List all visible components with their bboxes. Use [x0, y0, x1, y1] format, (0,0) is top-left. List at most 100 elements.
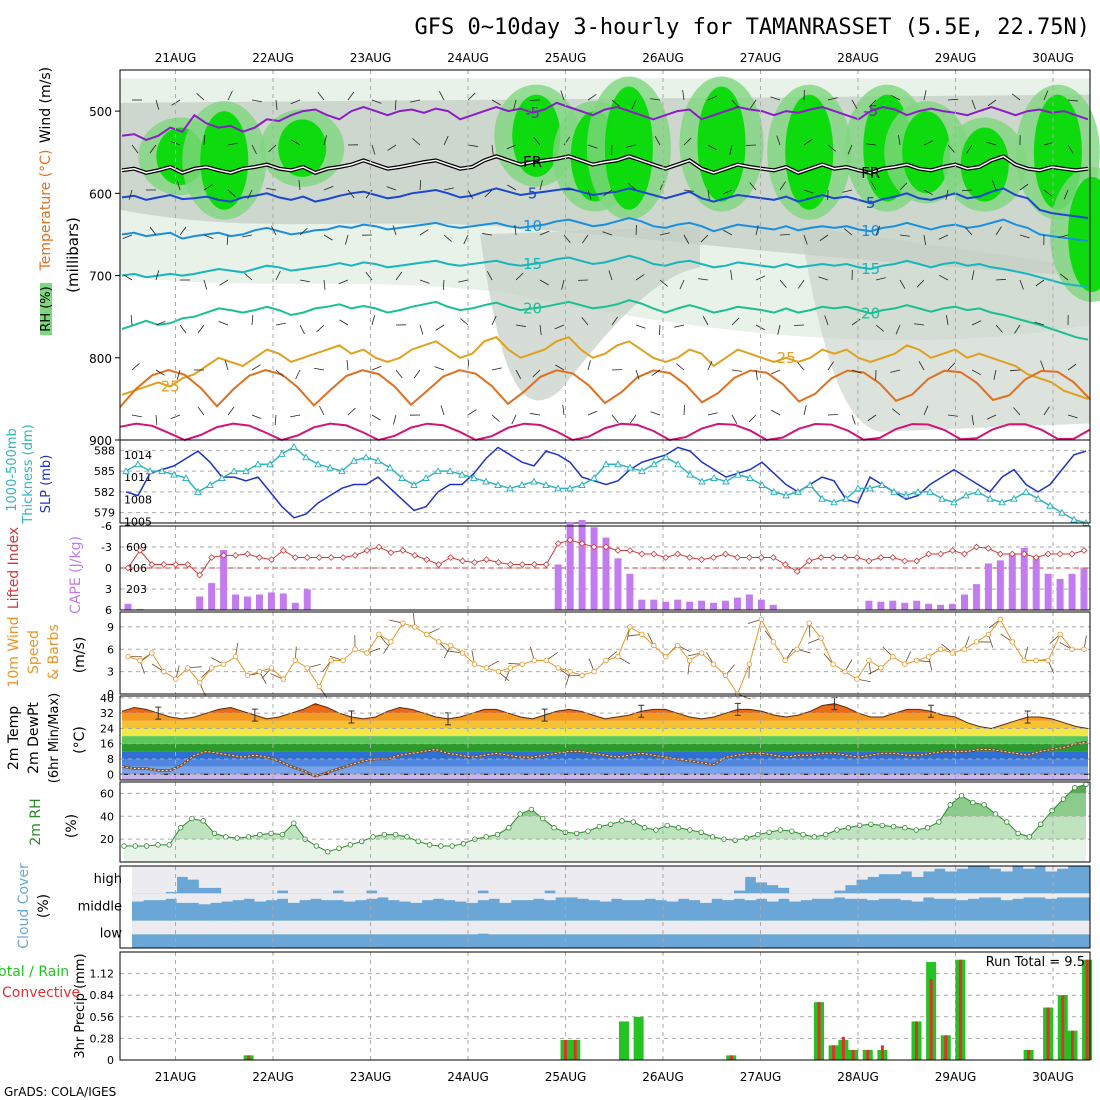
date-label-bottom-21AUG: 21AUG	[155, 1070, 197, 1084]
wind-barb-upper	[755, 225, 759, 236]
cape-bar-52	[745, 594, 753, 610]
wind-marker-60	[842, 668, 848, 675]
wind-barb-upper	[890, 369, 901, 373]
cloud-gap-high-28	[443, 866, 456, 894]
thickness-marker-8	[218, 473, 226, 482]
temp-band-9	[122, 713, 1088, 721]
wind-barb-upper	[419, 279, 430, 284]
temp-whisker-35	[541, 708, 548, 722]
wind-barb-upper	[842, 189, 853, 193]
rh2m-marker-23	[381, 831, 388, 838]
wind-barb-upper	[1040, 360, 1045, 371]
wind-marker-57	[806, 620, 812, 626]
cloud-gap-middle-27	[432, 893, 445, 899]
wind-barb-upper	[419, 229, 429, 236]
wind-barb-upper	[1058, 234, 1069, 238]
cloud-gap-middle-61	[811, 893, 824, 899]
lifted-marker-46	[674, 550, 682, 558]
rh2m-marker-35	[517, 811, 523, 817]
rh2m-marker-77	[992, 811, 999, 817]
cloud-gap-high-17	[321, 866, 334, 894]
wind-barb-upper	[317, 91, 325, 101]
thickness-marker-76	[1034, 494, 1042, 502]
wind-barb-upper	[587, 410, 598, 416]
rh-blob-inner-6	[604, 86, 653, 210]
precip-conv-bar-18	[1061, 995, 1065, 1060]
wind-barb-upper	[851, 99, 858, 109]
cloud-gap-middle-24	[399, 893, 411, 902]
cloud-gap-middle-83	[1056, 893, 1069, 898]
wind-barb-upper	[866, 143, 877, 146]
precip-legend-total: Total / Rain	[0, 964, 69, 980]
wind-barb-upper	[314, 367, 325, 371]
cloud-gap-high-22	[377, 866, 389, 894]
cloud-gap-middle-64	[844, 893, 857, 899]
cloud-gap-low-51	[700, 920, 712, 935]
wind-barb-upper	[971, 320, 982, 326]
cloud-gap-high-13	[276, 866, 289, 891]
rh-axis-label: RH (%)	[39, 286, 54, 331]
wind-barb-upper	[890, 94, 901, 101]
lifted-marker-64	[889, 554, 897, 561]
thickness-marker-61	[854, 484, 862, 492]
lifted-marker-20	[363, 547, 371, 554]
temp-tick-40: 40	[100, 692, 114, 705]
wind-marker-39	[591, 668, 597, 675]
thickness-marker-54	[770, 487, 778, 495]
wind-barb-upper	[918, 361, 925, 371]
precip-conv-bar-14	[944, 1035, 948, 1060]
wind-marker-47	[686, 657, 693, 664]
cloud-gap-high-77	[989, 866, 1002, 869]
wind-barb-upper	[745, 144, 757, 146]
wind-barb-upper	[290, 414, 301, 418]
thickness-marker-7	[206, 480, 214, 488]
chart-layers: 21AUG 21AUG 22AUG 22AUG 23AUG 23AUG 24AUG 24AUG…	[0, 51, 1100, 1084]
wind-barb-upper	[659, 324, 661, 336]
rh2m-marker-30	[460, 841, 467, 847]
rh-legend-swatch	[40, 283, 52, 335]
cloud-gap-low-14	[287, 920, 300, 935]
cloud-gap-high-34	[510, 866, 523, 894]
cloud-gap-middle-71	[922, 893, 935, 898]
wind-barb-upper	[219, 279, 229, 286]
lifted-marker-6	[196, 571, 204, 579]
cloud-gap-low-56	[755, 920, 768, 935]
wind-barb-upper	[438, 90, 445, 101]
rh2m-marker-69	[902, 825, 908, 831]
wind-barb-upper	[723, 229, 733, 236]
temp-whisker-19	[348, 710, 355, 724]
wind-barb-upper	[729, 144, 733, 155]
cloud-gap-low-42	[599, 920, 612, 935]
wind-barb-upper	[251, 414, 262, 419]
rh2m-marker-3	[155, 842, 161, 848]
thickness-marker-56	[794, 487, 802, 495]
thickness-marker-37	[566, 484, 574, 492]
cloud-gap-high-74	[956, 866, 968, 869]
rh2m-units-label: (%)	[64, 814, 80, 838]
wind-barb-upper	[442, 279, 445, 291]
cloud-gap-high-23	[388, 866, 400, 894]
cloud-gap-high-19	[343, 866, 356, 894]
wind-marker-46	[675, 642, 681, 649]
rh2m-axis-label: 2m RH	[28, 798, 44, 845]
thickness-marker-3	[158, 467, 166, 475]
rh2m-tick-40: 40	[100, 810, 114, 823]
rh2m-marker-52	[709, 834, 716, 840]
rh-band-2	[124, 816, 1086, 840]
thickness-marker-50	[722, 477, 730, 485]
thickness-tick-579: 579	[94, 507, 115, 520]
wind-barb-upper	[771, 409, 781, 416]
thickness-tick-588: 588	[94, 444, 115, 457]
rh2m-marker-58	[777, 827, 784, 833]
cloud-gap-low-37	[544, 920, 556, 935]
wind10m-axis-label-2: Speed	[26, 630, 42, 674]
cloud-gap-high-9	[232, 866, 244, 894]
wind-marker-0	[125, 654, 131, 660]
lifted-marker-51	[734, 554, 741, 561]
wind-barb-upper	[965, 227, 973, 236]
thickness-marker-64	[890, 487, 898, 495]
cloud-gap-middle-28	[443, 893, 456, 901]
cloud-gap-low-9	[232, 920, 244, 935]
wind-barb-upper	[227, 189, 236, 197]
